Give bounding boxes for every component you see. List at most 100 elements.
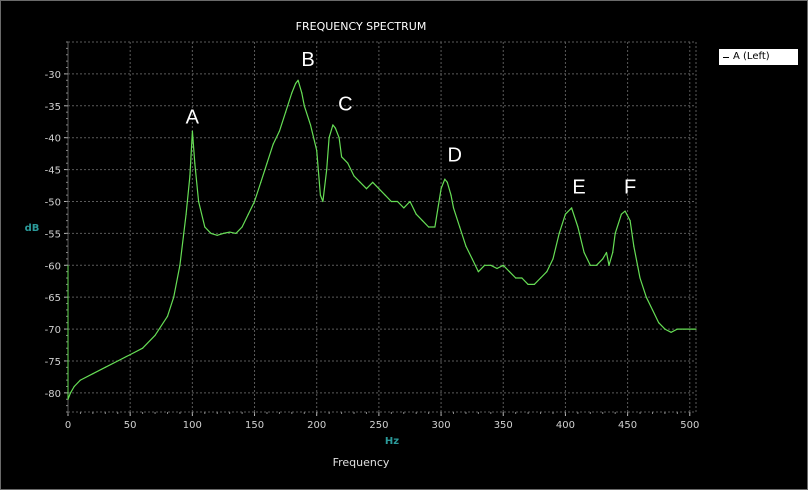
data-point [471, 258, 473, 260]
data-point [260, 181, 262, 183]
data-point [440, 188, 442, 190]
data-point [390, 200, 392, 203]
data-point [583, 251, 585, 254]
data-point [347, 162, 349, 164]
data-point [372, 181, 374, 183]
data-point [415, 213, 417, 215]
data-point [297, 79, 299, 81]
y-tick-label: -30 [45, 70, 61, 81]
data-point [396, 200, 399, 203]
data-point [571, 207, 573, 209]
data-point [682, 328, 685, 330]
data-point [189, 175, 191, 177]
peak-annotation: E [572, 176, 585, 198]
data-point [515, 277, 517, 279]
peak-annotation: D [448, 145, 462, 167]
data-point [629, 220, 631, 222]
legend-swatch [723, 57, 729, 58]
data-point [546, 271, 548, 273]
data-point [595, 264, 598, 266]
data-point [527, 283, 529, 286]
x-tick-label: 350 [494, 420, 513, 431]
data-point [338, 137, 340, 139]
data-point [340, 156, 343, 158]
data-point [612, 251, 614, 254]
data-point [316, 149, 318, 152]
data-point [73, 385, 75, 388]
data-point [197, 200, 200, 203]
data-point [210, 232, 212, 234]
data-point [450, 194, 452, 196]
data-point [490, 264, 492, 266]
data-point [664, 328, 666, 330]
data-point [247, 213, 249, 215]
data-point [353, 175, 355, 177]
data-point [421, 220, 424, 222]
data-point [496, 267, 498, 270]
y-tick-label: -70 [45, 325, 61, 336]
plot-area-border [67, 41, 697, 413]
x-tick-label: 250 [369, 420, 388, 431]
x-tick-label: 100 [183, 420, 202, 431]
data-point [235, 232, 237, 234]
x-tick-label: 0 [65, 420, 71, 431]
data-point [639, 277, 641, 279]
data-point [301, 92, 303, 94]
data-point [303, 105, 305, 107]
data-point [645, 296, 647, 298]
peak-annotation: F [624, 176, 636, 198]
data-point [589, 264, 591, 266]
data-point [552, 258, 554, 260]
peak-annotation: A [186, 106, 200, 128]
x-tick-label: 450 [618, 420, 637, 431]
x-axis-label: Frequency [332, 456, 390, 469]
data-point [322, 200, 324, 203]
data-point [332, 124, 334, 126]
data-point [502, 264, 504, 266]
x-tick-label: 150 [245, 420, 264, 431]
data-point [104, 366, 106, 368]
data-point [142, 347, 144, 349]
data-point [294, 82, 297, 85]
data-point [533, 283, 535, 286]
data-point [614, 232, 616, 234]
data-point [676, 328, 678, 330]
data-point [185, 213, 187, 215]
data-point [465, 245, 467, 247]
data-point [194, 162, 196, 164]
data-point [92, 373, 94, 375]
data-point [608, 264, 610, 266]
data-point [605, 251, 608, 254]
data-point [452, 207, 455, 209]
data-point [326, 168, 328, 171]
data-point [173, 296, 175, 298]
data-point [670, 331, 672, 333]
y-tick-label: -35 [45, 102, 61, 113]
y-tick-label: -60 [45, 261, 61, 272]
x-tick-label: 500 [680, 420, 699, 431]
y-tick-label: -80 [45, 389, 61, 400]
y-axis-label: dB [25, 223, 40, 234]
data-point [444, 178, 446, 180]
peak-annotation: B [301, 49, 314, 71]
data-point [434, 226, 436, 228]
data-point [117, 360, 119, 362]
y-tick-label: -75 [45, 357, 61, 368]
data-point [69, 392, 72, 394]
data-point [272, 143, 274, 145]
data-point [620, 213, 622, 215]
data-point [166, 315, 169, 317]
data-point [446, 181, 448, 183]
data-point [229, 231, 231, 233]
data-point [651, 309, 654, 311]
data-point [428, 226, 430, 228]
data-point [508, 271, 511, 273]
data-point [365, 188, 368, 190]
data-point [477, 271, 479, 273]
data-point [278, 130, 281, 132]
data-point [191, 130, 193, 132]
legend-label: A (Left) [733, 51, 770, 62]
data-point [384, 194, 386, 196]
data-point [319, 194, 322, 196]
data-point [266, 162, 268, 164]
